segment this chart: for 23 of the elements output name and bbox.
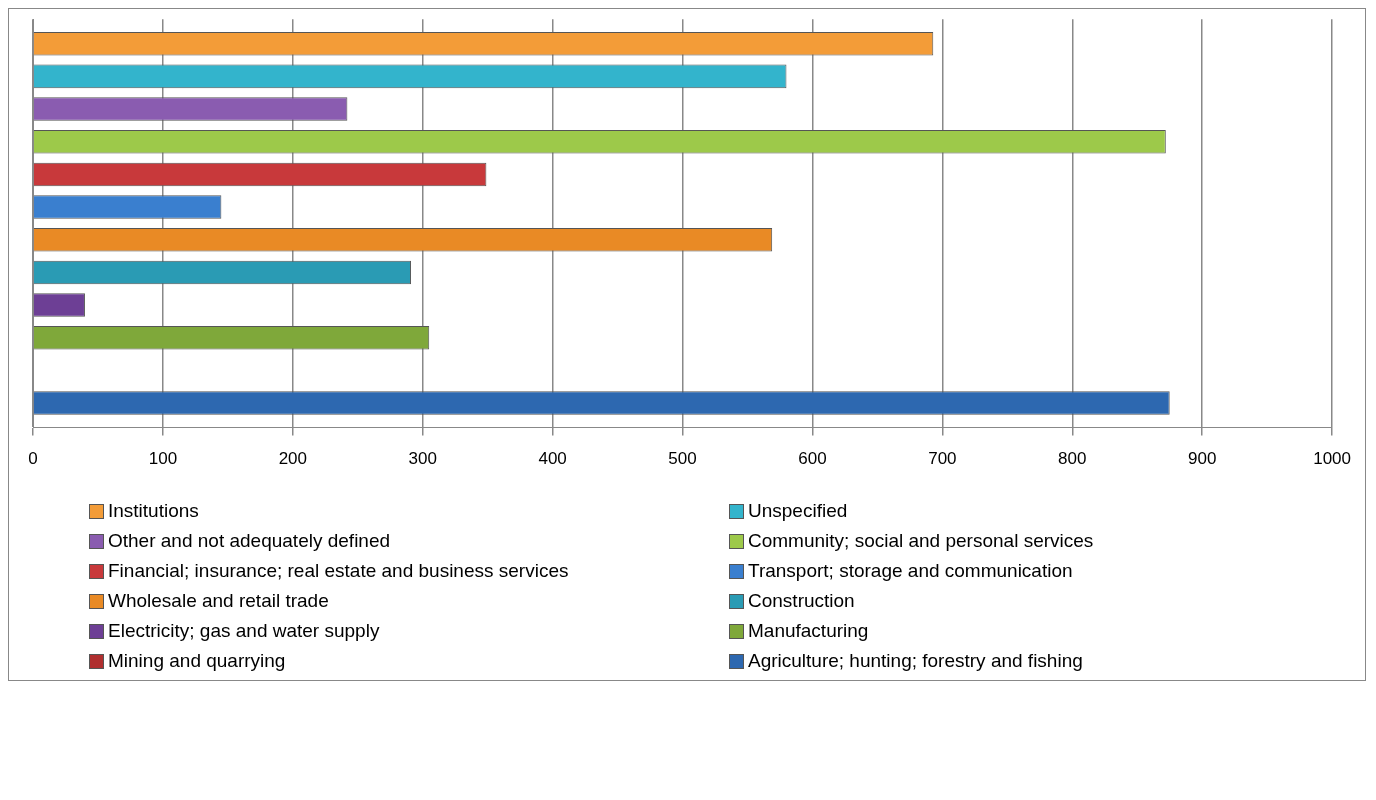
legend-label: Mining and quarrying — [108, 650, 286, 672]
x-tick-label: 200 — [278, 449, 308, 469]
legend-label: Financial; insurance; real estate and business services — [108, 560, 569, 582]
legend-label: Community; social and personal services — [748, 530, 1094, 552]
legend-label: Agriculture; hunting; forestry and fishing — [748, 650, 1083, 672]
x-tick-label: 0 — [28, 449, 38, 469]
legend-label: Manufacturing — [748, 620, 869, 642]
legend-label: Wholesale and retail trade — [108, 590, 329, 612]
x-tick-label: 300 — [408, 449, 437, 469]
legend-label: Institutions — [108, 500, 199, 522]
legend-label: Electricity; gas and water supply — [108, 620, 380, 642]
x-tick-label: 500 — [668, 449, 697, 469]
legend-label: Other and not adequately defined — [108, 530, 391, 552]
x-tick-label: 600 — [798, 449, 827, 469]
x-tick-label: 800 — [1058, 449, 1087, 469]
x-tick-label: 900 — [1187, 449, 1217, 469]
x-tick-label: 100 — [148, 449, 178, 469]
legend-label: Transport; storage and communication — [748, 560, 1073, 582]
x-tick-label: 1000 — [1313, 449, 1351, 469]
x-tick-label: 700 — [928, 449, 957, 469]
legend-label: Unspecified — [748, 500, 848, 522]
x-tick-label: 400 — [538, 449, 567, 469]
legend-label: Construction — [748, 590, 855, 612]
